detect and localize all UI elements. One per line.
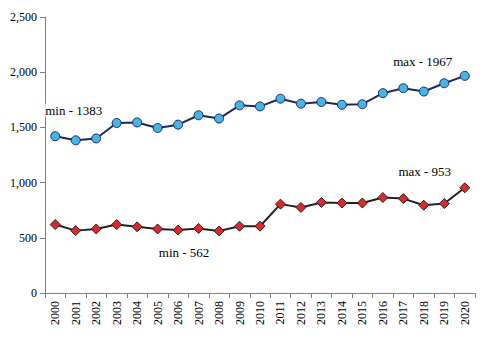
svg-text:2006: 2006 xyxy=(171,301,185,325)
svg-text:2013: 2013 xyxy=(314,301,328,325)
svg-text:min - 1383: min - 1383 xyxy=(45,103,102,118)
svg-text:2,500: 2,500 xyxy=(10,10,37,24)
svg-text:2020: 2020 xyxy=(458,301,472,325)
svg-text:2015: 2015 xyxy=(355,301,369,325)
svg-text:2005: 2005 xyxy=(151,301,165,325)
svg-text:2007: 2007 xyxy=(192,301,206,325)
svg-text:2003: 2003 xyxy=(110,301,124,325)
svg-text:2014: 2014 xyxy=(335,301,349,325)
svg-text:max - 1967: max - 1967 xyxy=(393,54,453,69)
svg-text:2001: 2001 xyxy=(69,301,83,325)
svg-text:2002: 2002 xyxy=(89,301,103,325)
svg-text:0: 0 xyxy=(31,286,37,300)
svg-text:2011: 2011 xyxy=(273,301,287,325)
svg-text:max - 953: max - 953 xyxy=(398,164,451,179)
svg-text:2004: 2004 xyxy=(130,301,144,325)
svg-text:2016: 2016 xyxy=(376,301,390,325)
svg-text:min - 562: min - 562 xyxy=(159,245,210,260)
svg-text:2019: 2019 xyxy=(437,301,451,325)
svg-text:2000: 2000 xyxy=(48,301,62,325)
svg-text:2010: 2010 xyxy=(253,301,267,325)
svg-text:1,500: 1,500 xyxy=(10,120,37,134)
svg-text:2,000: 2,000 xyxy=(10,65,37,79)
svg-text:2009: 2009 xyxy=(233,301,247,325)
svg-text:2018: 2018 xyxy=(417,301,431,325)
svg-text:500: 500 xyxy=(19,231,37,245)
svg-text:2008: 2008 xyxy=(212,301,226,325)
svg-text:1,000: 1,000 xyxy=(10,176,37,190)
svg-text:2017: 2017 xyxy=(396,301,410,325)
svg-text:2012: 2012 xyxy=(294,301,308,325)
